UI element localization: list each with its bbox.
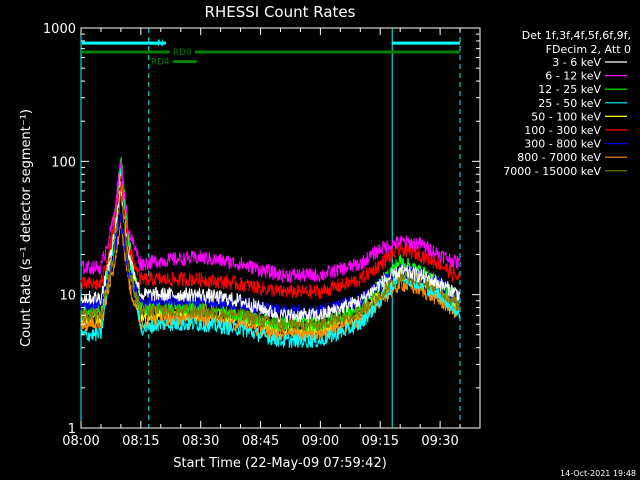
y-axis-label: Count Rate (s⁻¹ detector segment⁻¹)	[19, 109, 34, 347]
plot-frame	[80, 27, 481, 429]
series-line	[80, 162, 461, 349]
series-line	[80, 159, 461, 284]
flag-label: N	[157, 39, 164, 49]
x-axis-label: Start Time (22-May-09 07:59:42)	[173, 456, 387, 471]
legend-label: 300 - 800 keV	[524, 138, 601, 151]
x-tick-label: 08:00	[62, 434, 99, 449]
y-tick-label: 1000	[43, 22, 76, 37]
axes-layer: 08:00 08:15 08:30 08:45 09:00 09:15 09:30 1 10 10…	[43, 22, 481, 449]
legend-label: 12 - 25 keV	[538, 83, 601, 96]
legend-label: 3 - 6 keV	[552, 56, 601, 69]
flag-label: RD0	[173, 48, 192, 58]
x-tick-label: 08:30	[182, 434, 219, 449]
legend-header-line: Det 1f,3f,4f,5f,6f,9f,	[522, 29, 631, 42]
legend-label: 50 - 100 keV	[531, 110, 601, 123]
x-tick-label: 08:45	[242, 434, 279, 449]
legend-label: 800 - 7000 keV	[517, 151, 601, 164]
x-tick-label: 09:00	[302, 434, 339, 449]
y-tick-label: 10	[59, 289, 76, 304]
y-tick-label: 1	[68, 422, 76, 437]
x-tick-label: 09:30	[421, 434, 458, 449]
legend-label: 25 - 50 keV	[538, 97, 601, 110]
markers-layer	[80, 28, 461, 428]
flag-label: RD4	[151, 58, 170, 68]
series-line	[80, 180, 461, 323]
x-tick-label: 08:15	[122, 434, 159, 449]
legend: Det 1f,3f,4f,5f,6f,9f,FDecim 2, Att 03 -…	[503, 29, 631, 178]
legend-label: 7000 - 15000 keV	[503, 165, 601, 178]
timestamp: 14-Oct-2021 19:48	[560, 469, 636, 478]
chart-title: RHESSI Count Rates	[205, 3, 356, 21]
legend-header-line: FDecim 2, Att 0	[546, 43, 631, 56]
legend-label: 6 - 12 keV	[545, 70, 601, 83]
legend-label: 100 - 300 keV	[524, 124, 601, 137]
y-tick-label: 100	[51, 155, 76, 170]
x-tick-label: 09:15	[362, 434, 399, 449]
series-layer	[80, 157, 461, 349]
